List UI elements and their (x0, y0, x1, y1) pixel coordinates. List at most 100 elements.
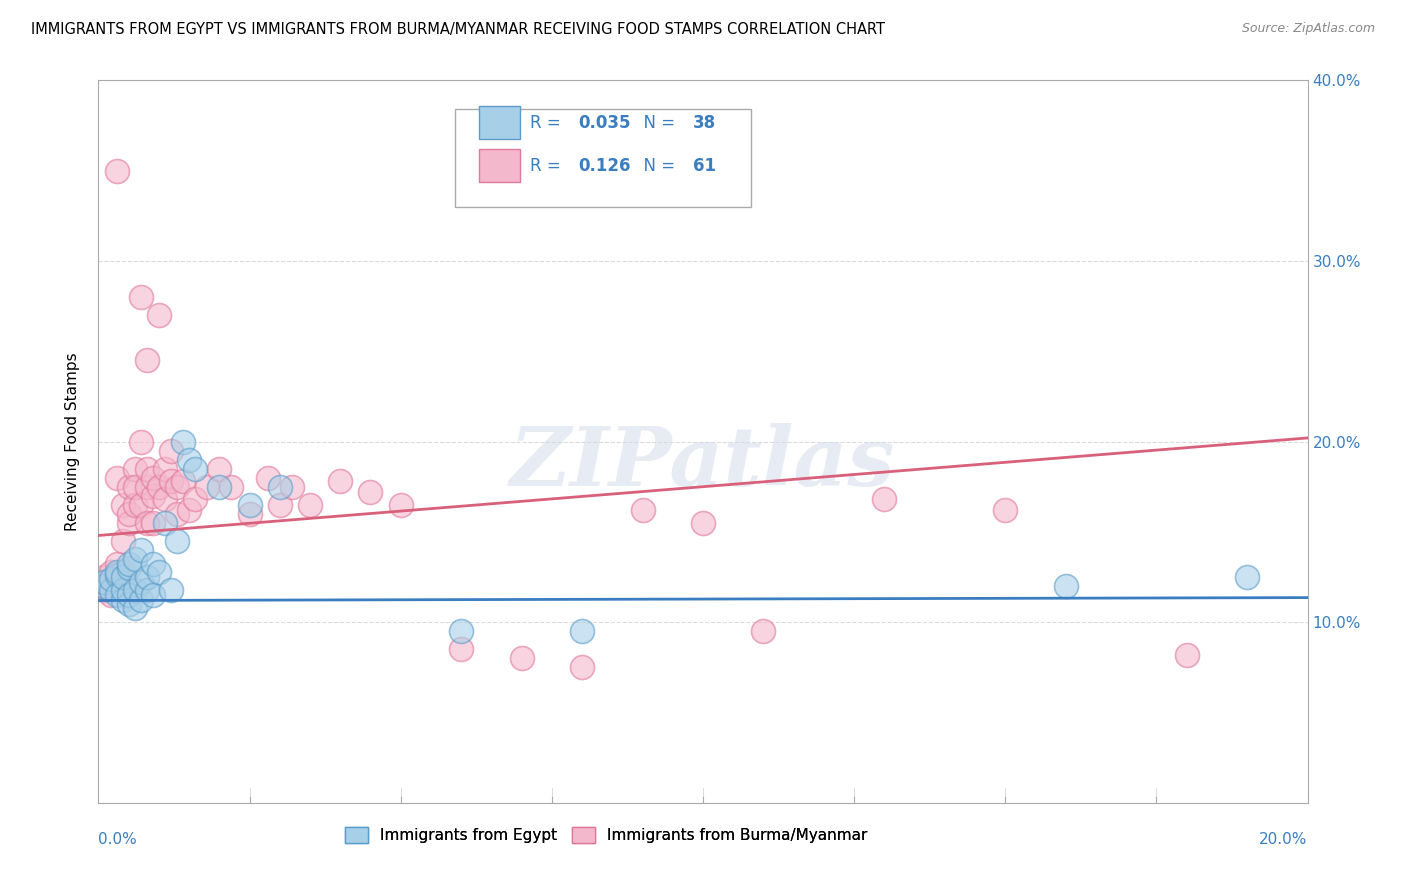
Point (208, 480, 231, 494)
Point (111, 570, 134, 584)
Point (239, 507, 262, 521)
Text: 0.035: 0.035 (578, 113, 631, 131)
Point (752, 624, 775, 639)
Point (129, 290, 152, 304)
Legend: Immigrants from Egypt, Immigrants from Burma/Myanmar: Immigrants from Egypt, Immigrants from B… (339, 822, 875, 849)
Point (160, 582, 183, 597)
Point (142, 489, 165, 503)
Point (450, 642, 472, 657)
Text: 61: 61 (693, 157, 716, 175)
Point (195, 480, 218, 494)
Point (111, 498, 134, 512)
Point (269, 480, 291, 494)
Point (105, 588, 128, 602)
Point (100, 582, 122, 597)
Point (239, 498, 262, 512)
Point (450, 624, 472, 639)
Point (172, 475, 194, 489)
Point (93, 582, 115, 597)
Point (166, 507, 188, 521)
Point (631, 503, 654, 517)
Point (692, 516, 714, 530)
Text: ZIPatlas: ZIPatlas (510, 423, 896, 503)
Point (142, 471, 165, 485)
Y-axis label: Receiving Food Stamps: Receiving Food Stamps (65, 352, 80, 531)
Point (360, 485, 382, 500)
Text: IMMIGRANTS FROM EGYPT VS IMMIGRANTS FROM BURMA/MYANMAR RECEIVING FOOD STAMPS COR: IMMIGRANTS FROM EGYPT VS IMMIGRANTS FROM… (31, 22, 884, 37)
Point (1236, 570, 1258, 584)
Point (221, 480, 243, 494)
Point (148, 565, 170, 579)
Point (118, 561, 141, 575)
Point (135, 516, 157, 530)
Point (93, 575, 115, 590)
Point (118, 558, 141, 572)
Point (179, 503, 201, 517)
Point (281, 480, 304, 494)
Point (124, 552, 146, 566)
Point (124, 582, 146, 597)
Text: N =: N = (633, 113, 681, 131)
Point (166, 533, 188, 548)
Point (93, 579, 115, 593)
Point (135, 480, 157, 494)
Point (1054, 579, 1077, 593)
Point (118, 516, 141, 530)
Point (172, 434, 194, 449)
Point (299, 498, 322, 512)
Point (118, 597, 141, 611)
Point (100, 588, 122, 602)
Point (142, 558, 165, 572)
Point (105, 471, 128, 485)
Point (118, 507, 141, 521)
FancyBboxPatch shape (456, 109, 751, 207)
Point (153, 461, 176, 475)
Point (135, 461, 157, 475)
Point (994, 503, 1017, 517)
Point (111, 582, 134, 597)
Point (124, 480, 146, 494)
Point (129, 498, 152, 512)
Point (135, 353, 157, 368)
Text: R =: R = (530, 157, 567, 175)
Point (129, 434, 152, 449)
Point (129, 575, 152, 590)
Point (389, 498, 412, 512)
Point (135, 582, 157, 597)
Point (100, 572, 122, 586)
Point (148, 308, 170, 322)
Point (256, 471, 278, 485)
Point (135, 570, 157, 584)
Point (1175, 648, 1198, 662)
Text: 0.0%: 0.0% (98, 831, 138, 847)
Point (153, 492, 176, 507)
Point (111, 565, 134, 579)
Point (148, 480, 170, 494)
Point (93, 570, 115, 584)
Point (105, 558, 128, 572)
Point (142, 588, 165, 602)
Point (873, 492, 896, 507)
Point (160, 475, 183, 489)
Point (329, 475, 352, 489)
Point (571, 660, 593, 674)
Point (160, 443, 183, 458)
Point (105, 163, 128, 178)
Point (269, 498, 291, 512)
Point (105, 570, 128, 584)
Point (93, 579, 115, 593)
Text: R =: R = (530, 113, 567, 131)
Text: Source: ZipAtlas.com: Source: ZipAtlas.com (1241, 22, 1375, 36)
Point (129, 593, 152, 607)
Point (124, 600, 146, 615)
FancyBboxPatch shape (479, 149, 520, 182)
Point (179, 452, 201, 467)
Point (153, 516, 176, 530)
Point (142, 516, 165, 530)
Point (100, 565, 122, 579)
Point (124, 498, 146, 512)
Point (571, 624, 593, 639)
FancyBboxPatch shape (479, 106, 520, 139)
Point (184, 492, 207, 507)
Point (124, 461, 146, 475)
